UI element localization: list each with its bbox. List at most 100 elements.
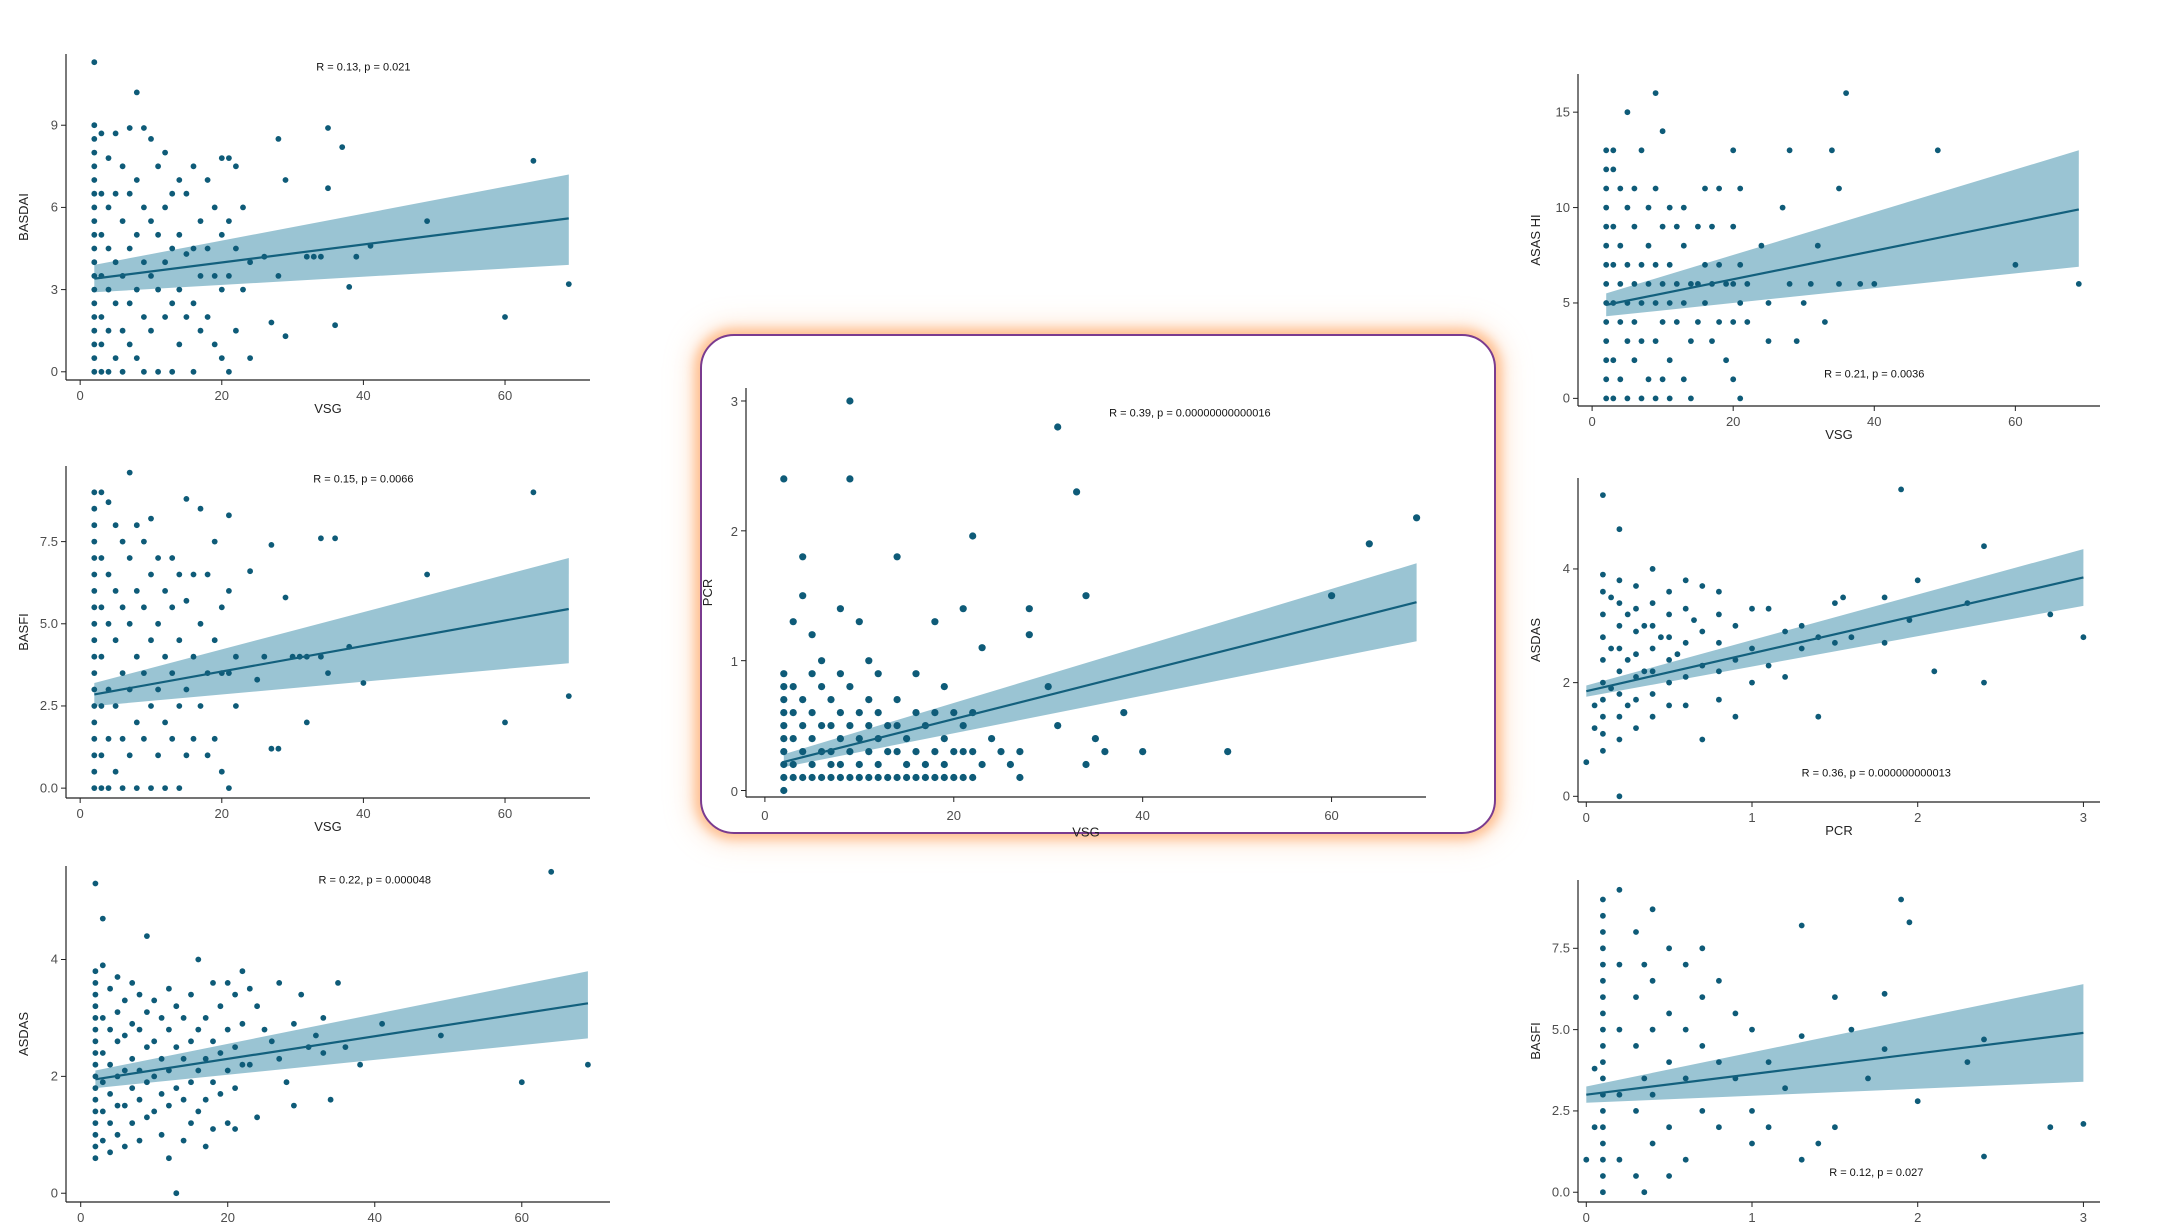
data-point	[1616, 600, 1623, 606]
data-point	[232, 1044, 239, 1050]
data-point	[1981, 1036, 1987, 1043]
data-point	[1730, 376, 1737, 383]
data-point	[1413, 514, 1421, 522]
x-tick-label: 40	[368, 1210, 382, 1224]
data-point	[1765, 300, 1772, 306]
correlation-annotation: R = 0.15, p = 0.0066	[313, 473, 413, 485]
data-point	[1649, 1026, 1656, 1033]
data-point	[1716, 1124, 1722, 1131]
data-point	[1616, 622, 1623, 629]
y-tick-label: 0	[51, 364, 58, 379]
data-point	[112, 768, 119, 775]
data-point	[1649, 906, 1656, 913]
data-point	[105, 499, 112, 506]
data-point	[91, 149, 98, 156]
data-point	[204, 245, 211, 252]
x-axis-title: VSG	[1825, 427, 1852, 442]
data-point	[133, 785, 140, 791]
data-point	[1782, 674, 1788, 680]
data-point	[1624, 657, 1631, 663]
data-point	[107, 1026, 113, 1033]
data-point	[799, 696, 807, 704]
data-point	[91, 190, 98, 197]
data-point	[818, 657, 826, 665]
data-point	[133, 355, 140, 361]
data-point	[1600, 1075, 1606, 1082]
y-tick-label: 0	[1563, 391, 1570, 406]
data-point	[233, 653, 239, 660]
data-point	[1709, 223, 1715, 230]
data-point	[226, 588, 232, 594]
x-tick-label: 3	[2080, 1210, 2087, 1224]
data-point	[1603, 338, 1610, 344]
data-point	[114, 1102, 121, 1109]
data-point	[173, 1190, 180, 1197]
x-tick-label: 60	[1324, 808, 1338, 823]
data-point	[105, 155, 112, 162]
confidence-band	[1606, 150, 2079, 317]
data-point	[176, 286, 183, 293]
data-point	[424, 218, 430, 225]
data-point	[141, 314, 147, 320]
data-point	[780, 760, 788, 769]
correlation-annotation: R = 0.39, p = 0.00000000000016	[1109, 408, 1270, 420]
data-point	[1649, 1140, 1656, 1147]
data-point	[1744, 281, 1751, 287]
data-point	[98, 368, 105, 375]
data-point	[874, 760, 882, 769]
data-point	[1649, 691, 1656, 697]
data-point	[114, 974, 121, 980]
data-point	[166, 1026, 172, 1033]
data-point	[162, 314, 169, 320]
data-point	[105, 735, 112, 742]
data-point	[1616, 1156, 1623, 1163]
data-point	[121, 997, 128, 1004]
data-point	[107, 1149, 113, 1156]
data-point	[218, 231, 225, 238]
data-point	[1616, 526, 1623, 533]
data-point	[1666, 395, 1673, 402]
data-point	[91, 686, 98, 693]
data-point	[325, 125, 331, 131]
data-point	[91, 489, 98, 496]
data-point	[335, 980, 341, 986]
data-point	[1659, 319, 1666, 325]
data-point	[136, 1026, 143, 1033]
data-point	[141, 259, 147, 266]
data-point	[903, 760, 911, 769]
data-point	[1624, 395, 1631, 402]
data-point	[1829, 147, 1835, 154]
data-point	[2080, 1121, 2087, 1127]
data-point	[282, 177, 289, 183]
data-point	[855, 735, 863, 743]
data-point	[98, 190, 105, 197]
data-point	[246, 1061, 253, 1068]
data-point	[239, 1020, 246, 1027]
data-point	[92, 980, 99, 986]
x-tick-label: 2	[1914, 1210, 1921, 1224]
data-point	[105, 204, 112, 211]
data-point	[1857, 281, 1864, 287]
data-point	[1765, 662, 1772, 669]
data-point	[1680, 376, 1687, 383]
data-point	[99, 1137, 106, 1144]
data-point	[1840, 594, 1846, 601]
data-point	[1848, 634, 1855, 641]
data-point	[1807, 281, 1814, 287]
data-point	[1836, 281, 1842, 287]
data-point	[789, 709, 797, 717]
data-point	[148, 136, 154, 142]
chart-basdai-vs-vsg: 0 20 40 60 0 3 6 9 VSG BASDAI R = 0.13, p = 0.021	[16, 18, 648, 416]
data-point	[148, 637, 154, 644]
data-point	[240, 286, 246, 293]
data-point	[254, 1003, 260, 1010]
data-point	[1793, 338, 1800, 344]
y-tick-label: 2	[51, 1069, 58, 1084]
data-point	[1633, 651, 1639, 658]
data-point	[1645, 242, 1652, 249]
data-point	[1624, 109, 1631, 116]
data-point	[818, 683, 826, 691]
data-point	[121, 1032, 128, 1039]
data-point	[1649, 713, 1656, 720]
data-point	[119, 327, 126, 334]
